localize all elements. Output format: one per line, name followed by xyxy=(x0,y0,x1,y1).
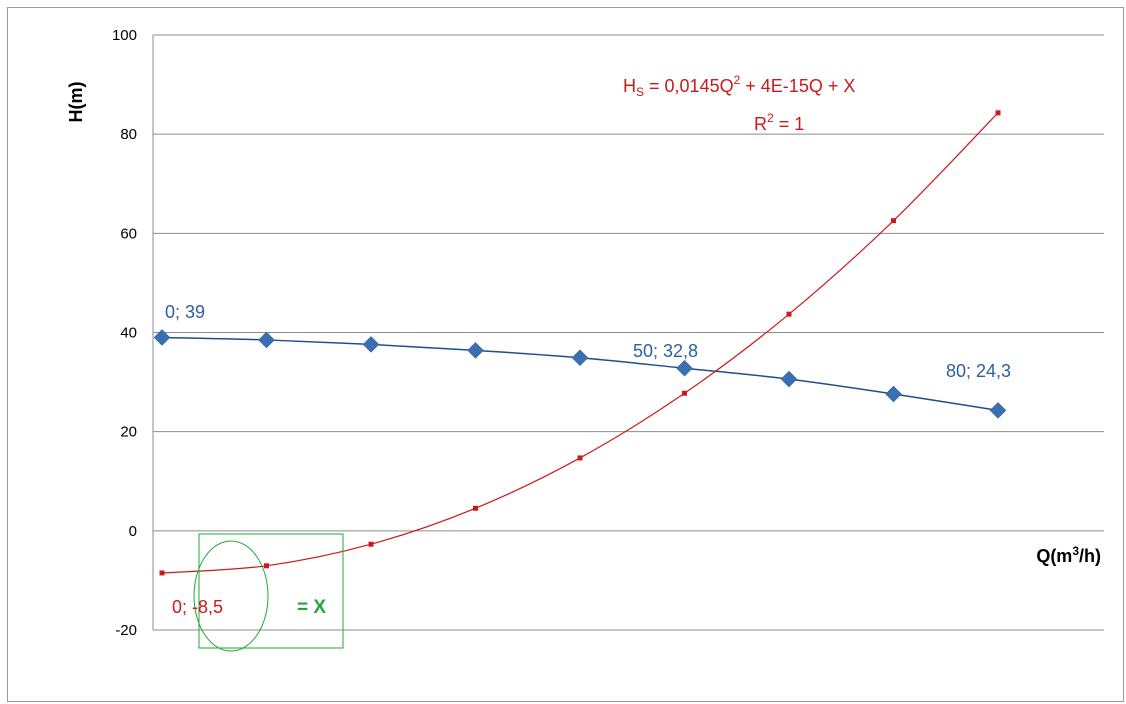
eq-sup: 2 xyxy=(734,73,741,87)
series-line-red xyxy=(161,112,999,574)
x-axis-title: Q(m3/h) xyxy=(1036,544,1101,566)
y-tick-label: -20 xyxy=(115,622,137,639)
data-point-blue xyxy=(467,341,484,359)
data-point-red xyxy=(159,570,165,576)
data-point-blue xyxy=(989,401,1007,419)
r-prefix: R xyxy=(754,114,767,134)
data-point-red xyxy=(264,563,269,569)
y-tick-label: 20 xyxy=(120,424,137,441)
data-point-blue xyxy=(885,385,902,403)
data-point-blue xyxy=(571,349,589,367)
data-point-blue xyxy=(258,331,275,349)
highlight-ellipse xyxy=(193,540,269,652)
y-tick-label: 0 xyxy=(129,523,137,540)
chart-frame xyxy=(7,7,1124,702)
r-sup: 2 xyxy=(767,111,774,125)
data-point-red xyxy=(368,541,374,547)
y-tick-label: 60 xyxy=(120,225,137,242)
data-point-blue xyxy=(676,359,693,377)
y-tick-label: 80 xyxy=(120,126,137,143)
data-point-blue xyxy=(153,329,171,346)
y-axis-title: H(m) xyxy=(66,82,86,123)
gridlines xyxy=(152,34,1104,631)
label-blue-mid: 50; 32,8 xyxy=(633,341,698,361)
y-tick-labels: 100 80 60 40 20 0 -20 xyxy=(112,27,137,639)
series-line-blue xyxy=(161,336,999,412)
label-red-start: 0; -8,5 xyxy=(172,597,223,617)
y-tick-label: 100 xyxy=(112,27,137,44)
label-blue-end: 80; 24,3 xyxy=(946,361,1011,381)
highlight-box xyxy=(198,533,344,649)
data-point-red xyxy=(891,218,896,224)
data-point-red xyxy=(577,455,583,461)
trendline-equation: HS = 0,0145Q2 + 4E-15Q + X xyxy=(623,73,855,99)
y-tick-label: 40 xyxy=(120,325,137,342)
series-group xyxy=(153,110,1007,576)
label-equals-x: = X xyxy=(297,597,326,618)
data-point-red xyxy=(786,311,792,317)
data-point-blue xyxy=(362,336,380,353)
data-point-blue xyxy=(780,370,798,388)
data-point-red xyxy=(682,390,687,396)
eq-sub: S xyxy=(636,85,644,99)
eq-h: H xyxy=(623,76,636,96)
label-blue-start: 0; 39 xyxy=(165,302,205,322)
eq-a: = 0,0145Q xyxy=(644,76,734,96)
eq-b: + 4E-15Q + X xyxy=(740,76,855,96)
data-point-red xyxy=(995,110,1001,116)
data-point-red xyxy=(473,505,478,511)
r-suffix: = 1 xyxy=(774,114,805,134)
r-squared-label: R2 = 1 xyxy=(754,111,804,134)
